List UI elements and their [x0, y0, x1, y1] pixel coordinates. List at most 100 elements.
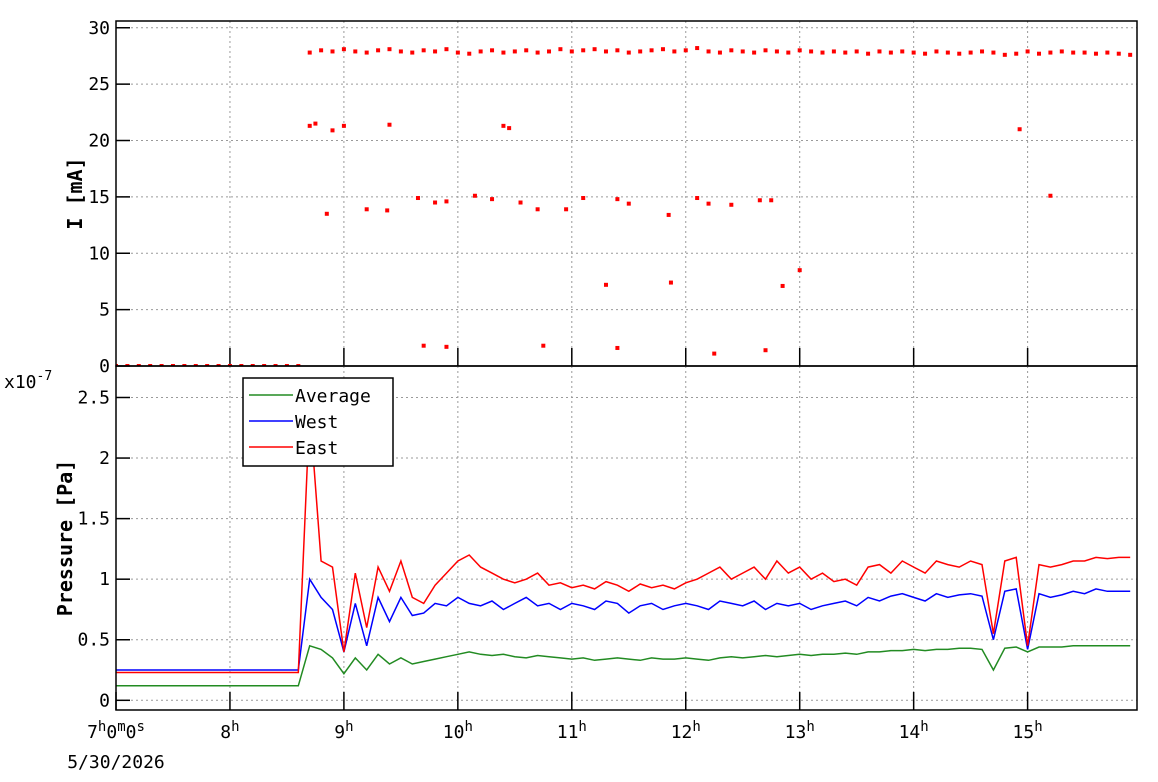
- point: [911, 50, 916, 55]
- point: [1128, 52, 1133, 57]
- plot-frame: [115, 365, 1138, 711]
- x-tick-label: 15h: [1013, 719, 1043, 743]
- x-tick-label: 7h0m0s: [87, 719, 145, 743]
- point: [250, 364, 255, 366]
- point: [313, 121, 318, 126]
- point: [148, 364, 153, 366]
- point: [547, 49, 552, 54]
- point: [433, 200, 438, 205]
- point: [518, 200, 523, 205]
- point: [695, 196, 700, 201]
- point: [472, 193, 477, 198]
- point: [1025, 49, 1030, 54]
- line-series: [116, 577, 1131, 671]
- point: [786, 50, 791, 55]
- point: [717, 50, 722, 55]
- point: [387, 122, 392, 127]
- y-tick-label: 2: [99, 448, 110, 469]
- y-tick-label: 0: [99, 690, 110, 711]
- y-tick-label: 1.5: [77, 509, 110, 530]
- legend-label: East: [295, 438, 338, 459]
- point: [809, 49, 814, 54]
- y-axis-title: I [mA]: [63, 157, 87, 229]
- point: [831, 49, 836, 54]
- point: [410, 50, 415, 55]
- point: [712, 351, 717, 356]
- point: [398, 49, 403, 54]
- point: [706, 201, 711, 206]
- point: [1105, 50, 1110, 55]
- point: [888, 50, 893, 55]
- point: [877, 49, 882, 54]
- x-tick-label: 10h: [443, 719, 473, 743]
- y-tick-label: 5: [99, 300, 110, 321]
- point: [592, 47, 597, 52]
- y-tick-label: 20: [88, 131, 110, 152]
- y-tick-label: 1: [99, 569, 110, 590]
- point: [957, 51, 962, 56]
- x-tick-label: 14h: [899, 719, 929, 743]
- point: [668, 280, 673, 285]
- point: [866, 51, 871, 56]
- line-series: [116, 644, 1131, 687]
- point: [324, 211, 329, 216]
- point: [319, 48, 324, 53]
- point: [433, 49, 438, 54]
- y-tick-label: 25: [88, 74, 110, 95]
- point: [385, 208, 390, 213]
- plot-area: [116, 409, 1131, 687]
- point: [757, 198, 762, 203]
- point: [615, 197, 620, 202]
- point: [490, 48, 495, 53]
- point: [797, 268, 802, 273]
- point: [262, 364, 267, 366]
- point: [136, 364, 141, 366]
- y-axis-title: Pressure [Pa]: [53, 460, 77, 617]
- point: [581, 48, 586, 53]
- point: [1093, 51, 1098, 56]
- point: [330, 49, 335, 54]
- point: [626, 50, 631, 55]
- point: [615, 48, 620, 53]
- point: [820, 50, 825, 55]
- point: [170, 364, 175, 366]
- point: [444, 344, 449, 349]
- point: [626, 201, 631, 206]
- point: [603, 49, 608, 54]
- point: [455, 50, 460, 55]
- point: [649, 48, 654, 53]
- point: [695, 46, 700, 51]
- point: [296, 364, 301, 366]
- point: [205, 364, 210, 366]
- point: [558, 47, 563, 52]
- point: [564, 207, 569, 212]
- x-tick-label: 12h: [671, 719, 701, 743]
- point: [341, 123, 346, 128]
- x-tick-label: 13h: [785, 719, 815, 743]
- point: [273, 364, 278, 366]
- plot-frame: [115, 20, 1138, 367]
- point: [501, 50, 506, 55]
- point: [341, 47, 346, 52]
- point: [763, 48, 768, 53]
- point: [501, 123, 506, 128]
- y-tick-label: 10: [88, 243, 110, 264]
- point: [740, 49, 745, 54]
- point: [1014, 51, 1019, 56]
- point: [541, 343, 546, 348]
- point: [444, 47, 449, 52]
- point: [1082, 50, 1087, 55]
- point: [672, 49, 677, 54]
- point: [780, 283, 785, 288]
- point: [581, 196, 586, 201]
- point: [991, 50, 996, 55]
- point: [843, 50, 848, 55]
- y-tick-label: 2.5: [77, 387, 110, 408]
- point: [125, 364, 130, 366]
- point: [116, 364, 118, 366]
- point: [444, 199, 449, 204]
- point: [1037, 51, 1042, 56]
- point: [774, 49, 779, 54]
- point: [524, 48, 529, 53]
